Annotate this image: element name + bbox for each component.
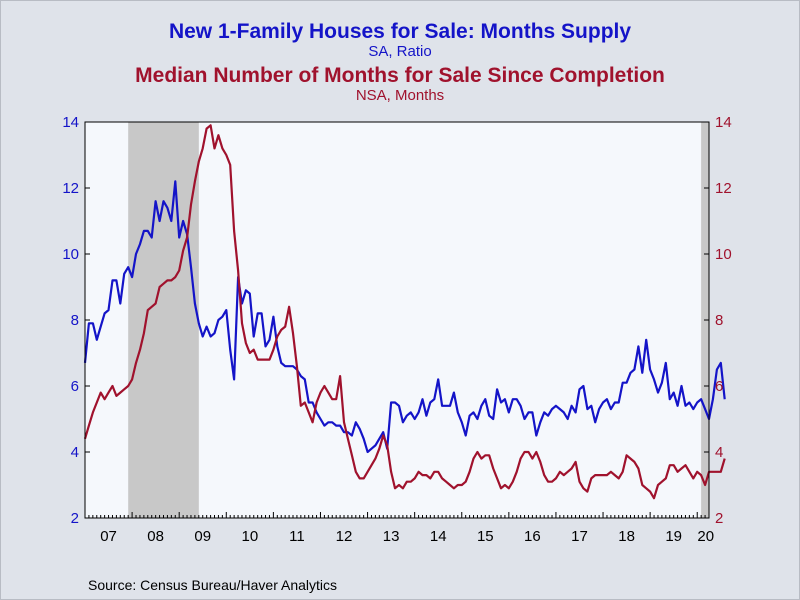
y-left-tick-label: 14 <box>62 114 79 131</box>
y-right-tick-label: 14 <box>715 114 732 131</box>
y-left-tick-label: 4 <box>71 444 79 461</box>
y-left-tick-label: 8 <box>71 312 79 329</box>
chart-title-2: Median Number of Months for Sale Since C… <box>135 64 665 87</box>
x-tick-label: 07 <box>100 528 117 545</box>
x-tick-label: 10 <box>241 528 258 545</box>
x-tick-label: 20 <box>697 528 714 545</box>
x-tick-label: 08 <box>147 528 164 545</box>
x-tick-label: 15 <box>477 528 494 545</box>
y-left-tick-label: 10 <box>62 246 79 263</box>
x-tick-label: 17 <box>571 528 588 545</box>
x-tick-label: 13 <box>383 528 400 545</box>
x-tick-label: 12 <box>336 528 353 545</box>
y-right-tick-label: 10 <box>715 246 732 263</box>
x-tick-label: 11 <box>289 528 305 545</box>
recession-shading <box>128 122 709 518</box>
recession-band-1 <box>128 122 199 518</box>
y-right-tick-label: 4 <box>715 444 723 461</box>
y-right-tick-label: 12 <box>715 180 732 197</box>
y-right-tick-label: 2 <box>715 510 723 527</box>
chart-subtitle: SA, Ratio <box>368 43 432 60</box>
series-line-1 <box>83 180 726 454</box>
x-tick-label: 14 <box>430 528 447 545</box>
x-tick-label: 09 <box>194 528 211 545</box>
y-right-tick-label: 6 <box>715 378 723 395</box>
source-note: Source: Census Bureau/Haver Analytics <box>88 577 338 593</box>
y-left-tick-label: 6 <box>71 378 79 395</box>
axes: 2 2 4 4 6 6 8 8 10 10 12 12 14 14 07 08 09 10 11 12 13 14 15 16… <box>62 114 731 545</box>
y-right-tick-label: 8 <box>715 312 723 329</box>
y-left-tick-label: 2 <box>71 510 79 527</box>
series-line-2 <box>83 124 726 500</box>
series-layer <box>83 124 726 500</box>
y-left-tick-label: 12 <box>62 180 79 197</box>
x-tick-label: 16 <box>524 528 541 545</box>
chart-title: New 1-Family Houses for Sale: Months Sup… <box>168 20 632 43</box>
chart-subtitle-2: NSA, Months <box>355 87 445 104</box>
x-tick-label: 19 <box>665 528 682 545</box>
x-tick-label: 18 <box>618 528 635 545</box>
